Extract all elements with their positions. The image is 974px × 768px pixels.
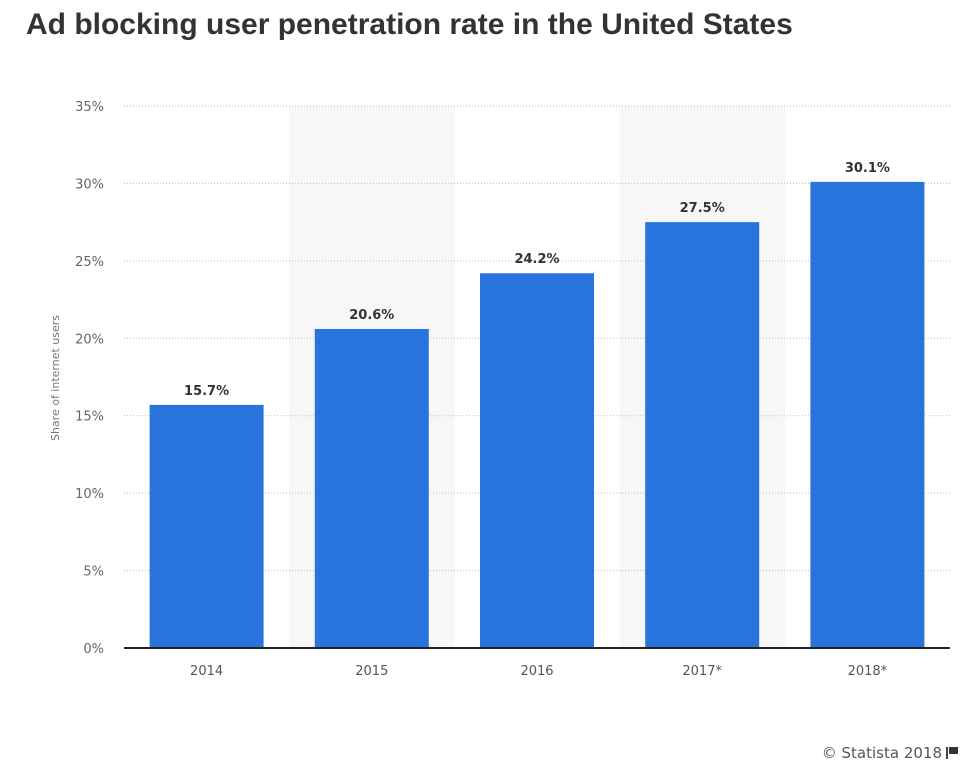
x-tick-label: 2017*: [682, 664, 722, 679]
y-tick-label: 10%: [75, 487, 104, 502]
y-axis-label: Share of internet users: [49, 315, 62, 441]
y-tick-label: 5%: [83, 565, 104, 580]
x-tick-label: 2016: [520, 664, 553, 679]
bar-2016: [480, 273, 594, 648]
y-tick-label: 30%: [75, 177, 104, 192]
x-tick-label: 2015: [355, 664, 388, 679]
data-label: 30.1%: [845, 161, 890, 176]
source-credit[interactable]: © Statista 2018: [822, 744, 960, 762]
data-label: 15.7%: [184, 384, 229, 399]
y-tick-label: 35%: [75, 100, 104, 115]
data-label: 20.6%: [349, 308, 394, 323]
data-label: 27.5%: [680, 201, 725, 216]
y-tick-label: 25%: [75, 255, 104, 270]
y-tick-label: 15%: [75, 410, 104, 425]
y-tick-label: 0%: [83, 642, 104, 657]
y-tick-label: 20%: [75, 332, 104, 347]
x-tick-label: 2018*: [848, 664, 888, 679]
x-tick-label: 2014: [190, 664, 223, 679]
chart-title: Ad blocking user penetration rate in the…: [26, 8, 793, 41]
bar-2017: [645, 222, 760, 648]
data-label: 24.2%: [514, 252, 559, 267]
bar-2014: [149, 404, 264, 648]
flag-icon[interactable]: [946, 747, 960, 759]
bar-2015: [314, 328, 429, 648]
bar-2018: [810, 181, 925, 648]
credit-text: © Statista 2018: [821, 744, 942, 762]
